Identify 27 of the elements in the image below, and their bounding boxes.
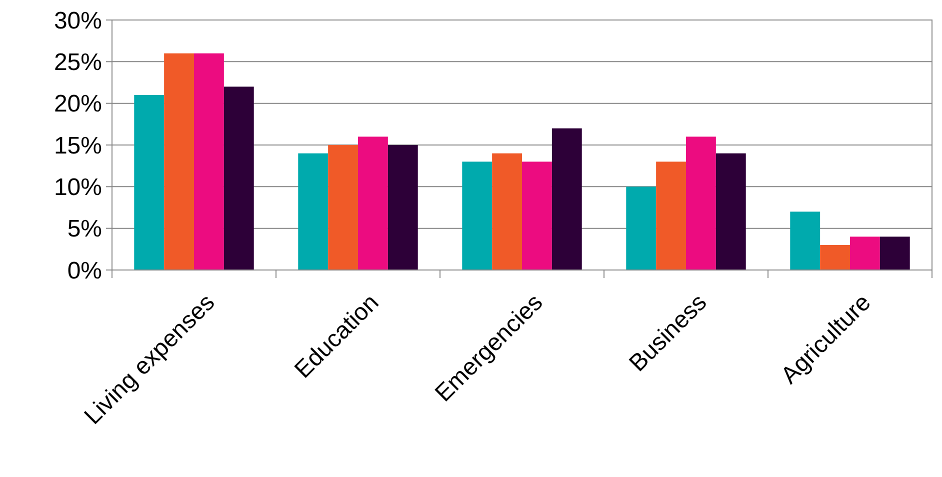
- bar: [462, 162, 492, 270]
- bar: [716, 153, 746, 270]
- bar: [164, 53, 194, 270]
- bar: [820, 245, 850, 270]
- bar: [134, 95, 164, 270]
- y-tick-label: 5%: [67, 216, 102, 243]
- bar: [522, 162, 552, 270]
- y-tick-label: 0%: [67, 257, 102, 284]
- bar: [298, 153, 328, 270]
- bar: [656, 162, 686, 270]
- bar: [388, 145, 418, 270]
- y-tick-label: 20%: [54, 90, 102, 118]
- bar: [626, 186, 656, 270]
- bar: [328, 145, 358, 270]
- y-tick-label: 10%: [54, 174, 102, 202]
- bar: [224, 86, 254, 270]
- bar: [358, 136, 388, 270]
- bar: [552, 128, 582, 270]
- bar: [686, 136, 716, 270]
- bar: [850, 236, 880, 270]
- bar: [880, 236, 910, 270]
- y-tick-label: 30%: [54, 7, 102, 34]
- bar: [194, 53, 224, 270]
- y-tick-label: 15%: [54, 132, 102, 160]
- y-tick-label: 25%: [54, 49, 102, 76]
- bar: [790, 212, 820, 270]
- bar: [492, 153, 522, 270]
